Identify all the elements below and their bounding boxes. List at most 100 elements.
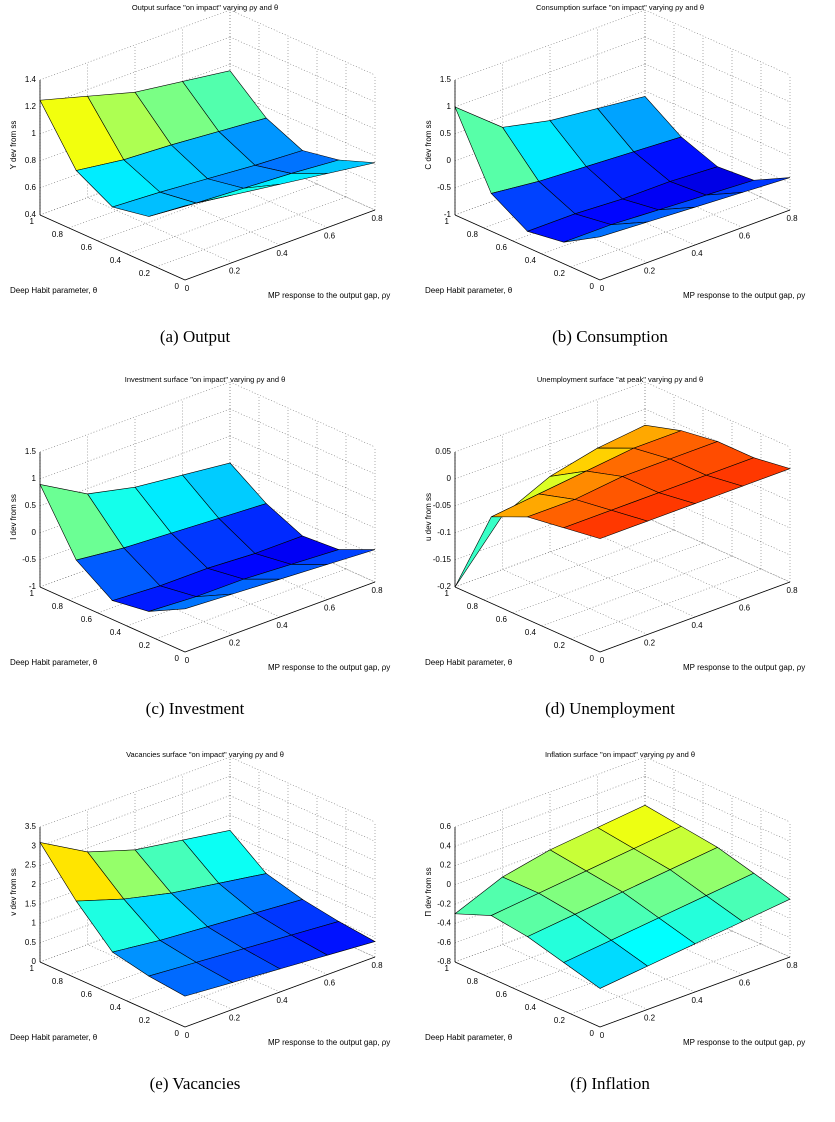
x-axis	[184, 209, 376, 281]
z-tick-label: 0.5	[25, 501, 37, 510]
y-tick-label: 1	[445, 964, 450, 973]
x-tick-label: 0.4	[276, 249, 288, 258]
grid-line	[644, 90, 791, 157]
y-axis	[39, 214, 186, 281]
z-tick-label: -0.6	[437, 938, 451, 947]
chart-title: Vacancies surface "on impact" varying ρy…	[126, 750, 284, 759]
y-tick-label: 0.2	[139, 641, 151, 650]
chart-title: Investment surface "on impact" varying ρ…	[125, 375, 286, 384]
x-tick-label: 0.8	[786, 961, 798, 970]
grid-line	[454, 756, 646, 828]
panel: -1 -0.5 0 0.5 1 1.5 0 0.2 0.4 0.6 0.8 0 0.2 0.4 0.6 0.8…	[424, 3, 805, 346]
x-axis-label: MP response to the output gap, ρy	[683, 1038, 805, 1047]
x-tick-label: 0	[185, 284, 190, 293]
grid-line	[644, 891, 791, 958]
grid-line	[644, 795, 791, 861]
grid-line	[229, 814, 376, 881]
y-tick-label: 0.4	[525, 256, 537, 265]
grid-line	[229, 381, 376, 448]
surface-face	[147, 962, 234, 997]
grid-line	[644, 756, 791, 823]
grid-line	[39, 408, 231, 480]
x-tick-label: 0.6	[739, 232, 751, 241]
grid-line	[454, 408, 646, 480]
y-axis	[39, 961, 186, 1028]
surface-face	[148, 593, 233, 612]
y-tick-label: 0.6	[81, 615, 93, 624]
z-tick-label: 0.2	[440, 861, 452, 870]
grid-line	[229, 63, 376, 130]
z-tick-label: 1.5	[25, 899, 37, 908]
x-axis	[599, 209, 791, 281]
y-axis	[454, 961, 601, 1028]
z-tick-label: -0.4	[437, 919, 451, 928]
grid-line	[229, 756, 376, 823]
z-tick-label: 0	[447, 156, 452, 165]
grid-line	[644, 63, 791, 130]
y-tick-label: 0	[590, 1029, 595, 1038]
x-tick-label: 0	[600, 656, 605, 665]
grid-line	[454, 381, 646, 453]
x-axis	[184, 581, 376, 653]
x-tick-label: 0.4	[276, 621, 288, 630]
x-axis-label: MP response to the output gap, ρy	[268, 663, 390, 672]
grid-line	[512, 542, 704, 614]
chart-title: Inflation surface "on impact" varying ρy…	[545, 750, 695, 759]
grid-line	[39, 9, 231, 81]
z-tick-label: 0.5	[25, 938, 37, 947]
grid-line	[644, 462, 791, 529]
x-tick-label: 0.2	[229, 639, 241, 648]
z-tick-label: 3.5	[25, 822, 37, 831]
y-axis-label: Deep Habit parameter, θ	[10, 286, 98, 295]
caption: (f) Inflation	[570, 1074, 650, 1093]
surface-face	[563, 221, 648, 243]
y-axis-label: Deep Habit parameter, θ	[425, 658, 513, 667]
z-tick-label: 0.05	[435, 447, 451, 456]
x-tick-label: 0.4	[691, 996, 703, 1005]
y-axis	[454, 214, 601, 281]
grid-line	[541, 555, 733, 627]
grid-line	[454, 795, 646, 866]
z-axis-label: Y dev from ss	[9, 121, 18, 170]
y-tick-label: 0.8	[467, 230, 479, 239]
z-tick-label: -0.2	[437, 899, 451, 908]
caption: (d) Unemployment	[545, 699, 675, 718]
z-axis-label: C dev from ss	[424, 120, 433, 169]
grid-line	[644, 814, 791, 881]
z-axis-label: Π dev from ss	[424, 867, 433, 916]
x-tick-label: 0	[185, 656, 190, 665]
x-axis	[184, 956, 376, 1028]
z-tick-label: 3	[32, 841, 37, 850]
grid-line	[229, 853, 376, 919]
x-tick-label: 0.6	[739, 604, 751, 613]
y-axis	[454, 586, 601, 653]
y-tick-label: 0	[175, 1029, 180, 1038]
z-tick-label: -0.5	[22, 555, 36, 564]
z-tick-label: 1	[32, 474, 37, 483]
x-tick-label: 0.2	[644, 267, 656, 276]
y-tick-label: 0.2	[554, 269, 566, 278]
y-tick-label: 0.4	[110, 1003, 122, 1012]
y-tick-label: 0.6	[496, 243, 508, 252]
x-tick-label: 0.2	[644, 1014, 656, 1023]
grid-line	[229, 833, 376, 900]
grid-line	[229, 90, 376, 157]
grid-line	[644, 36, 791, 103]
grid-line	[155, 568, 347, 640]
z-tick-label: -0.2	[437, 582, 451, 591]
grid-line	[155, 196, 347, 268]
z-tick-label: 1	[447, 102, 452, 111]
grid-line	[483, 529, 675, 601]
z-tick-label: -0.5	[437, 183, 451, 192]
x-tick-label: 0.4	[691, 249, 703, 258]
grid-line	[39, 776, 231, 847]
z-tick-label: 0.4	[25, 210, 37, 219]
x-tick-label: 0.6	[324, 232, 336, 241]
grid-line	[644, 776, 791, 842]
y-tick-label: 0.4	[525, 1003, 537, 1012]
y-tick-label: 1	[30, 589, 35, 598]
surface-face	[148, 194, 233, 217]
x-axis-label: MP response to the output gap, ρy	[268, 291, 390, 300]
x-tick-label: 0	[600, 284, 605, 293]
z-tick-label: -0.8	[437, 957, 451, 966]
